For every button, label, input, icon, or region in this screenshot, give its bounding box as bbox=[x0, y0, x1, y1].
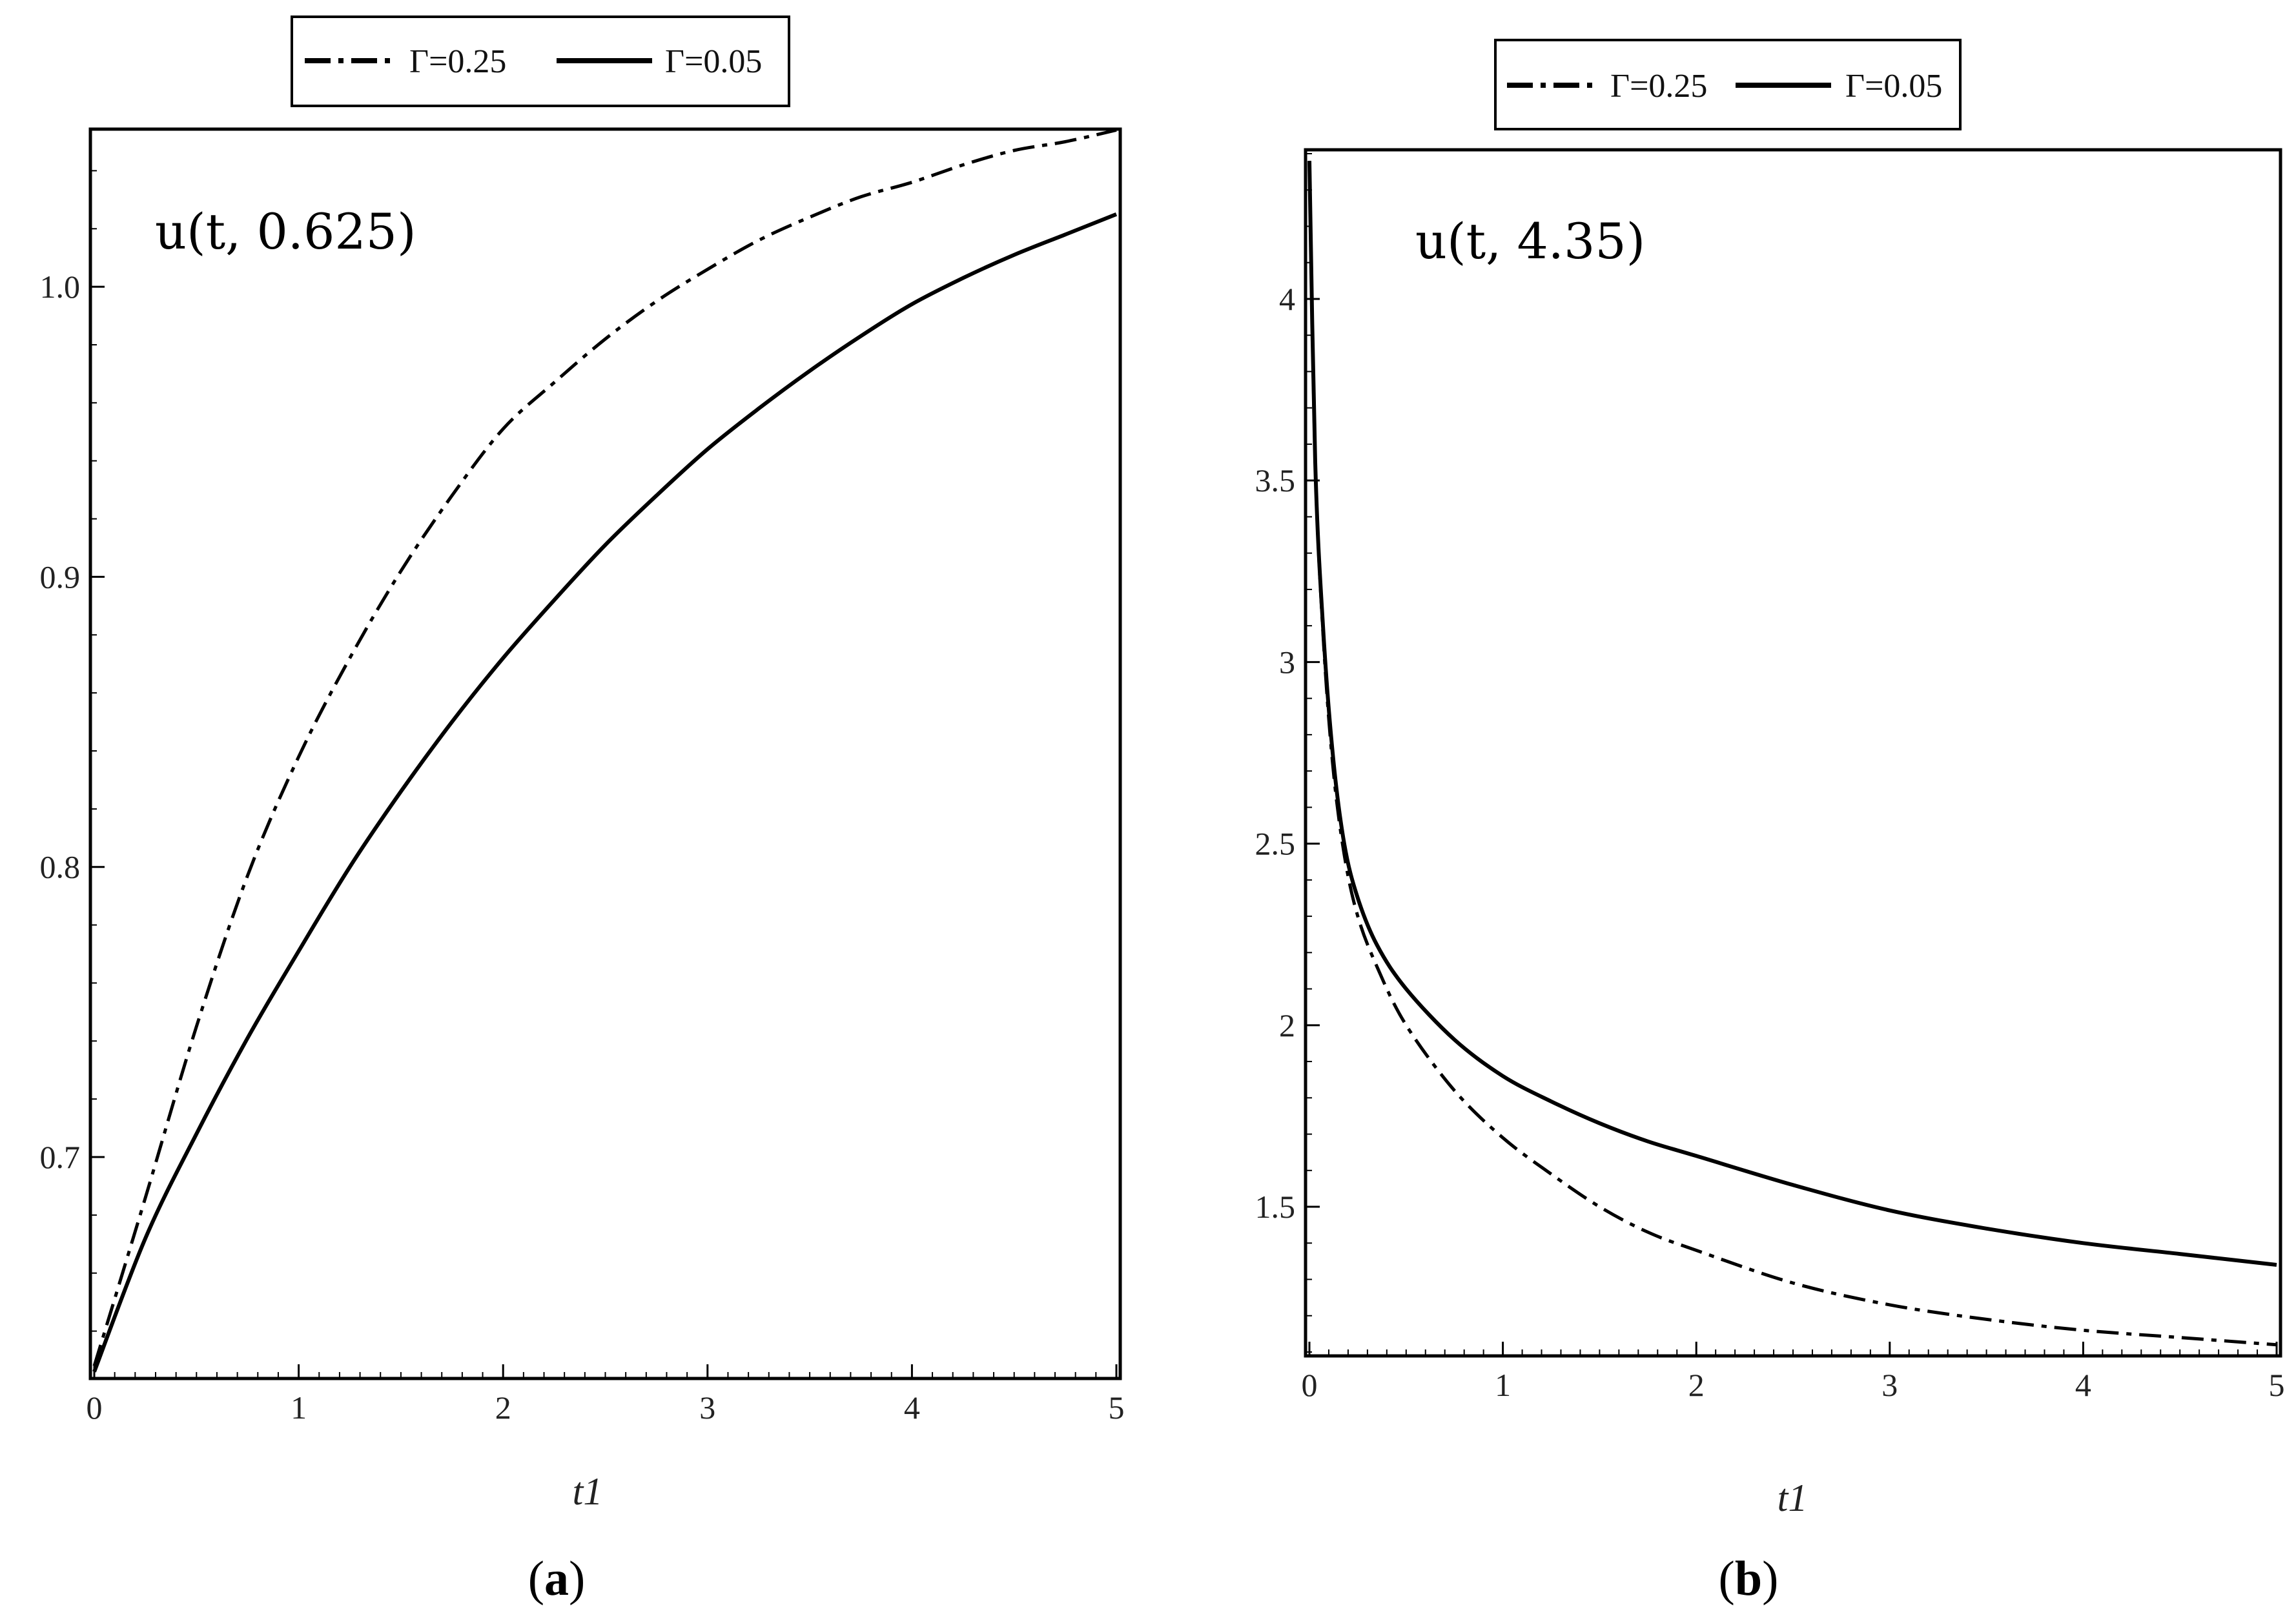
caption-b-close: ) bbox=[1762, 1552, 1778, 1606]
y-tick-label-b-3: 3 bbox=[1279, 644, 1295, 680]
legend-a-label-0: Γ=0.25 bbox=[409, 43, 506, 80]
x-tick-label-a-3: 3 bbox=[699, 1389, 715, 1426]
series-a bbox=[92, 128, 1118, 1373]
plot-frame-b bbox=[1304, 148, 2282, 1358]
caption-a-open: ( bbox=[528, 1552, 544, 1606]
annotation-a: u(t, 0.625) bbox=[155, 203, 416, 260]
axes-a: 0 1 2 3 4 5 0.7 0.8 0.9 1.0 bbox=[40, 170, 1125, 1426]
legend-b: Γ=0.25 Γ=0.05 bbox=[1494, 39, 1962, 130]
y-tick-label-a-1: 0.8 bbox=[40, 849, 81, 885]
y-tick-label-b-5: 4 bbox=[1279, 281, 1295, 317]
x-tick-label-b-4: 4 bbox=[2075, 1367, 2091, 1403]
y-tick-label-a-3: 1.0 bbox=[40, 269, 81, 305]
x-tick-label-b-0: 0 bbox=[1302, 1367, 1318, 1403]
caption-b-open: ( bbox=[1719, 1552, 1735, 1606]
y-tick-label-b-2: 2.5 bbox=[1255, 826, 1296, 862]
y-tick-label-a-2: 0.9 bbox=[40, 559, 81, 595]
plot-frame-a bbox=[88, 127, 1122, 1380]
caption-a: (a) bbox=[528, 1552, 586, 1606]
series-line-b-gamma-0-05 bbox=[1307, 161, 2277, 1267]
legend-a: Γ=0.25 Γ=0.05 bbox=[291, 15, 790, 107]
caption-a-letter: a bbox=[544, 1552, 569, 1606]
x-tick-label-b-5: 5 bbox=[2269, 1367, 2285, 1403]
legend-b-label-1: Γ=0.05 bbox=[1845, 68, 1942, 105]
x-tick-label-a-1: 1 bbox=[291, 1389, 307, 1426]
x-tick-label-a-5: 5 bbox=[1109, 1389, 1125, 1426]
x-tick-label-b-2: 2 bbox=[1688, 1367, 1705, 1403]
series-b bbox=[1307, 161, 2277, 1347]
series-line-a-gamma-0-25 bbox=[92, 128, 1117, 1367]
y-tick-label-b-1: 2 bbox=[1279, 1007, 1295, 1043]
x-tick-label-a-0: 0 bbox=[87, 1389, 103, 1426]
panel-b: Γ=0.25 Γ=0.05 0 1 2 3 4 5 1.5 2 2.5 3 3.5 4 u(t, 4.… bbox=[1255, 39, 2285, 1606]
caption-b-letter: b bbox=[1735, 1552, 1762, 1606]
series-line-b-gamma-0-25 bbox=[1307, 161, 2277, 1347]
x-tick-label-a-2: 2 bbox=[495, 1389, 511, 1426]
panel-a: Γ=0.25 Γ=0.05 0 1 2 3 4 5 0.7 0.8 0.9 1.0 u(t, 0.… bbox=[40, 15, 1125, 1606]
caption-b: (b) bbox=[1719, 1552, 1779, 1606]
legend-b-label-0: Γ=0.25 bbox=[1610, 68, 1707, 105]
axes-b: 0 1 2 3 4 5 1.5 2 2.5 3 3.5 4 bbox=[1255, 153, 2285, 1403]
annotation-b: u(t, 4.35) bbox=[1415, 212, 1645, 270]
y-tick-label-b-4: 3.5 bbox=[1255, 462, 1296, 498]
x-axis-title-b: t1 bbox=[1778, 1477, 1808, 1519]
caption-a-close: ) bbox=[569, 1552, 585, 1606]
y-tick-label-b-0: 1.5 bbox=[1255, 1189, 1296, 1225]
x-tick-label-a-4: 4 bbox=[904, 1389, 920, 1426]
series-line-a-gamma-0-05 bbox=[92, 212, 1118, 1373]
y-tick-label-a-0: 0.7 bbox=[40, 1139, 81, 1175]
x-tick-label-b-1: 1 bbox=[1495, 1367, 1511, 1403]
x-tick-label-b-3: 3 bbox=[1881, 1367, 1898, 1403]
x-axis-title-a: t1 bbox=[573, 1470, 603, 1513]
legend-a-label-1: Γ=0.05 bbox=[665, 43, 762, 80]
